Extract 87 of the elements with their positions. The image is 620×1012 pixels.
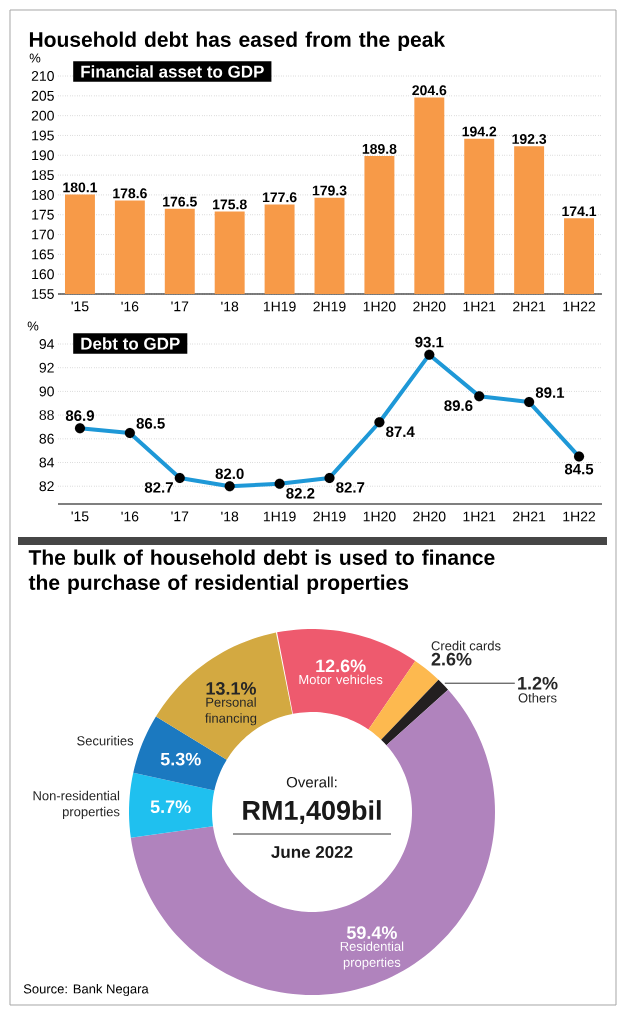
data-label: 5.3% [160, 752, 201, 766]
text: Overall: [286, 776, 337, 788]
y-tick-label: 175 [32, 209, 54, 220]
y-tick-label: 210 [31, 71, 54, 81]
y-tick-label: 90 [39, 386, 54, 397]
data-label: 13.1% [206, 682, 256, 695]
data-label: 176.5 [163, 196, 197, 207]
data-label: 82.0 [215, 468, 244, 480]
x-tick-label: '16 [121, 511, 139, 522]
data-label: 175.8 [213, 199, 247, 210]
chart-title: The bulk of household debt is used to finance the purchase of residential properties [28, 549, 495, 595]
data-label: 5.7% [150, 800, 191, 814]
x-tick-label: 2H21 [513, 511, 546, 522]
x-tick-label: 2H20 [413, 511, 446, 522]
y-tick-label: 88 [39, 410, 54, 421]
x-tick-label: 2H20 [413, 301, 446, 312]
slice-label: Credit cards [431, 640, 501, 651]
data-label: 192.3 [512, 134, 547, 144]
x-tick-label: 1H19 [263, 301, 296, 312]
x-tick-label: 1H19 [263, 511, 296, 522]
data-label: 178.6 [113, 188, 147, 199]
x-tick-label: 1H22 [563, 511, 596, 522]
data-label: 2.6% [431, 652, 472, 666]
text: June 2022 [271, 845, 353, 859]
y-tick-label: 155 [32, 289, 54, 299]
data-label: 12.6% [316, 659, 366, 673]
x-tick-label: 1H21 [463, 301, 496, 312]
y-tick-label: 185 [32, 170, 54, 181]
chart-title: Household debt has eased from the peak [29, 31, 446, 52]
data-label: 82.7 [144, 482, 173, 493]
x-tick-label: 2H19 [313, 301, 346, 312]
data-label: 1.2% [518, 676, 558, 690]
source-note: Source: Bank Negara [23, 983, 149, 997]
x-tick-label: 2H19 [313, 511, 346, 522]
data-label: 180.1 [63, 182, 98, 193]
data-label: 59.4% [346, 926, 397, 939]
data-label: 82.2 [286, 488, 315, 499]
slice-label: Non-residential properties [33, 790, 120, 819]
y-tick-label: 205 [31, 90, 54, 101]
data-label: 84.5 [564, 463, 594, 475]
y-tick-label: 82 [39, 481, 54, 492]
y-axis-title: % [27, 321, 39, 331]
y-tick-label: 190 [32, 150, 54, 161]
text: RM1,409bil [243, 800, 381, 824]
y-tick-label: 165 [32, 249, 54, 260]
slice-label: Securities [77, 735, 134, 746]
slice-label: Motor vehicles [299, 674, 383, 685]
x-tick-label: '15 [71, 301, 89, 312]
data-label: 93.1 [415, 336, 444, 348]
data-label: 87.4 [386, 426, 415, 438]
x-tick-label: '16 [121, 301, 139, 312]
x-tick-label: '17 [171, 511, 189, 522]
y-tick-label: 86 [39, 433, 54, 444]
chart-subtitle: Financial asset to GDP [81, 65, 264, 78]
data-label: 89.1 [535, 387, 565, 398]
y-tick-label: 200 [31, 110, 54, 121]
slice-label: Personal financing [205, 697, 257, 726]
data-label: 174.1 [562, 206, 597, 217]
data-label: 204.6 [412, 85, 447, 96]
y-tick-label: 92 [39, 362, 54, 373]
x-tick-label: '18 [221, 511, 239, 522]
chart-subtitle: Debt to GDP [81, 337, 180, 350]
data-label: 86.9 [65, 410, 94, 421]
y-tick-label: 160 [32, 269, 54, 280]
x-tick-label: '15 [71, 511, 89, 522]
y-axis-title: % [29, 53, 41, 63]
data-label: 189.8 [362, 143, 397, 154]
data-label: 86.5 [136, 418, 165, 429]
x-tick-label: '18 [221, 301, 239, 312]
slice-label: Others [518, 692, 557, 703]
y-tick-label: 180 [32, 189, 54, 200]
data-label: 177.6 [262, 192, 297, 203]
x-tick-label: 1H21 [463, 511, 496, 522]
y-tick-label: 170 [32, 229, 54, 240]
data-label: 179.3 [312, 185, 347, 196]
data-label: 194.2 [462, 126, 497, 137]
slice-label: Residential properties [340, 941, 404, 970]
x-tick-label: '17 [171, 301, 189, 312]
x-tick-label: 1H22 [563, 301, 596, 312]
data-label: 82.7 [336, 482, 365, 493]
y-tick-label: 84 [39, 457, 55, 468]
x-tick-label: 2H21 [513, 301, 546, 312]
x-tick-label: 1H20 [363, 301, 396, 312]
y-tick-label: 195 [32, 130, 54, 141]
y-tick-label: 94 [39, 339, 55, 349]
data-label: 89.6 [444, 400, 473, 411]
x-tick-label: 1H20 [363, 511, 396, 522]
